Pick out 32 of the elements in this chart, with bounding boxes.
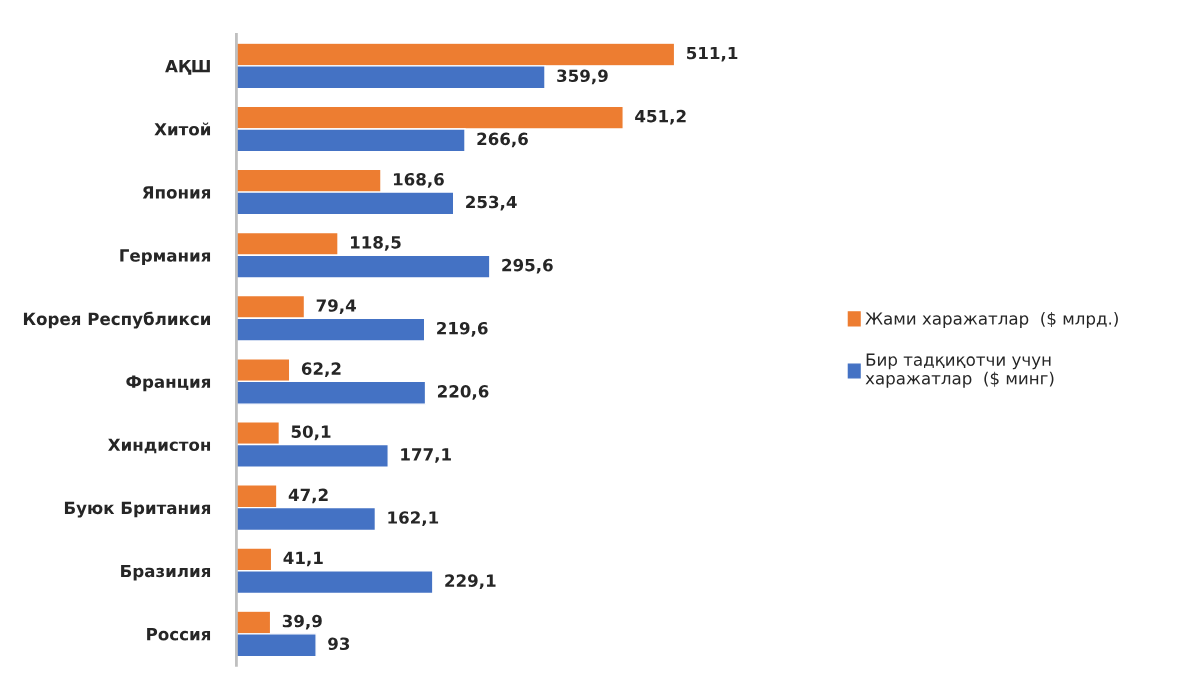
data-label: 220,6 — [437, 385, 489, 400]
data-label: 219,6 — [437, 321, 488, 337]
y-tick-label: Япония — [142, 186, 211, 199]
y-tick-label: Хитой — [154, 122, 211, 136]
y-tick-label: Буюк Британия — [64, 501, 211, 518]
data-label: 93 — [328, 637, 350, 651]
legend-label: Жами харажатлар ($ млрд.) — [865, 311, 1118, 329]
data-label: 47,2 — [288, 488, 328, 504]
data-label: 39,9 — [282, 614, 322, 630]
data-label: 62,2 — [301, 362, 341, 378]
data-label: 295,6 — [502, 258, 553, 274]
data-label: 253,4 — [466, 195, 517, 211]
data-label: 41,1 — [283, 551, 323, 567]
data-label: 229,1 — [445, 574, 496, 590]
y-tick-label: АҚШ — [165, 60, 210, 75]
y-tick-label: Хиндистон — [108, 438, 211, 454]
data-label: 118,5 — [351, 236, 401, 251]
y-tick-label: Бразилия — [121, 564, 211, 581]
y-tick-label: Германия — [120, 249, 211, 265]
data-label: 50,1 — [291, 425, 331, 441]
legend-label: Бир тадқиқотчи учун харажатлар ($ минг) — [865, 353, 1054, 388]
data-label: 168,6 — [393, 172, 444, 188]
data-label: 266,6 — [477, 132, 528, 148]
y-tick-label: Корея Республикси — [23, 311, 211, 329]
data-label: 177,1 — [401, 448, 451, 463]
data-label: 79,4 — [316, 299, 356, 314]
data-label: 162,1 — [388, 511, 439, 526]
data-label: 359,9 — [557, 69, 608, 85]
y-tick-label: Россия — [147, 628, 211, 641]
data-label: 451,2 — [635, 109, 686, 125]
data-label: 511,1 — [687, 46, 738, 62]
y-tick-label: Франция — [126, 375, 211, 392]
